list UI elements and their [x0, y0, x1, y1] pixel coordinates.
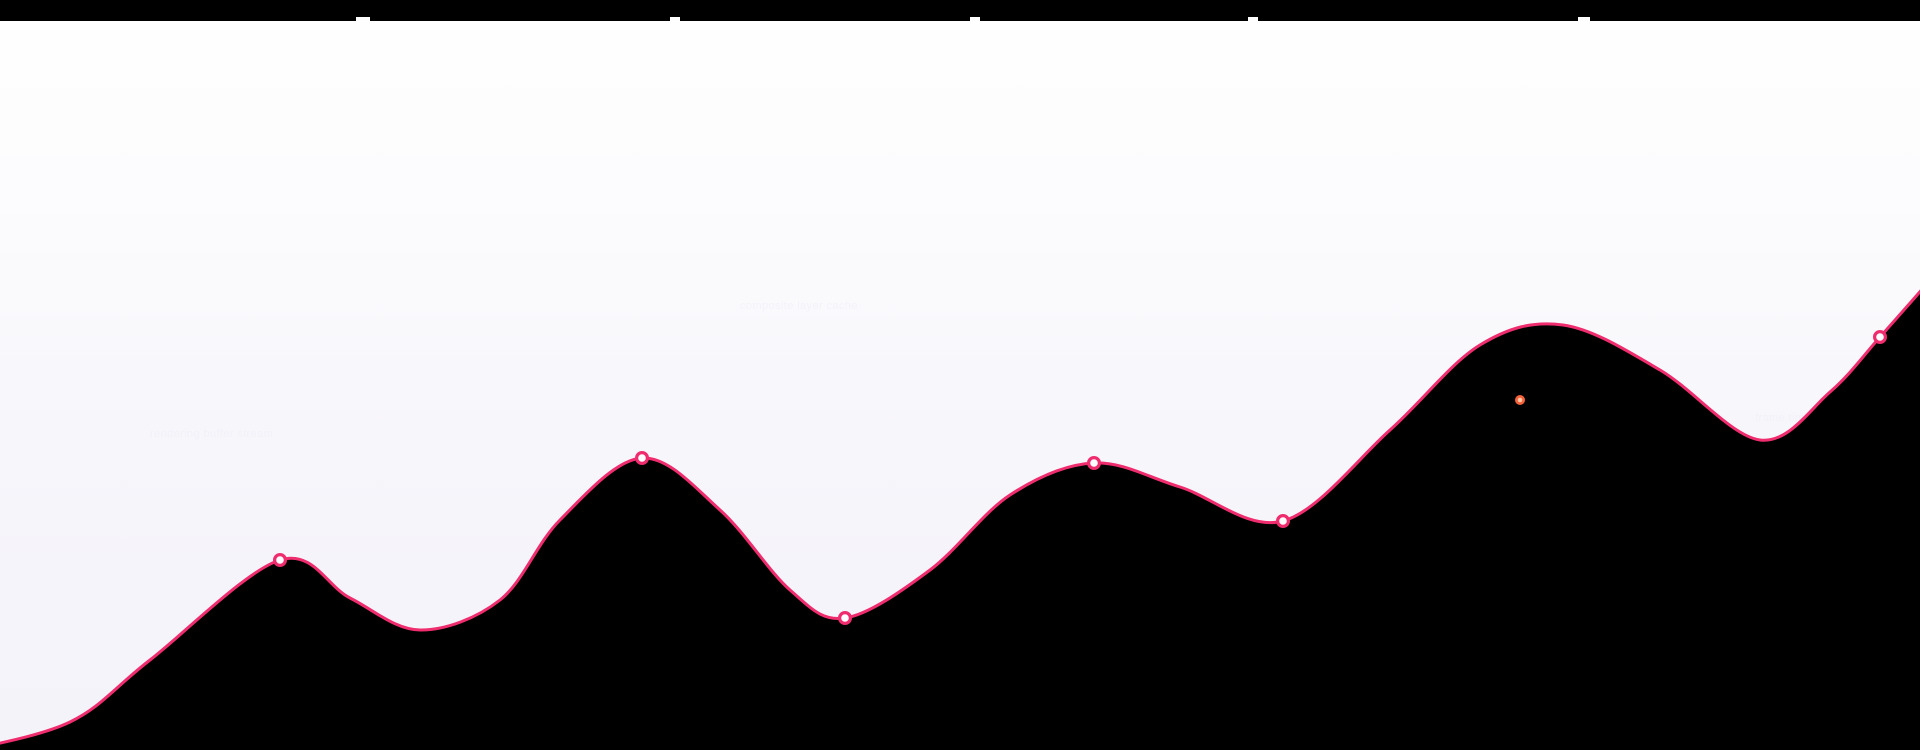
- wave-line-stroke: [0, 289, 1920, 745]
- marker-ring-icon: [634, 451, 649, 466]
- top-bar-notch: [56, 16, 356, 21]
- accent-dot-core-icon: [1517, 397, 1523, 403]
- accent-dot-layer[interactable]: [1515, 395, 1525, 405]
- top-bar-notch: [1258, 16, 1578, 21]
- marker-ring-icon: [273, 552, 288, 567]
- data-point-marker[interactable]: [1872, 330, 1887, 345]
- top-bar-notch: [1590, 16, 1920, 21]
- marker-ring-icon: [1086, 456, 1101, 471]
- data-point-marker[interactable]: [273, 552, 288, 567]
- accent-dot[interactable]: [1515, 395, 1525, 405]
- data-point-marker[interactable]: [1275, 513, 1290, 528]
- top-bar-notch: [0, 16, 56, 21]
- ghost-text-fragment: composite layer cache: [740, 300, 858, 312]
- marker-ring-icon: [837, 610, 852, 625]
- data-point-marker-layer[interactable]: [273, 330, 1887, 625]
- data-point-marker[interactable]: [1086, 456, 1101, 471]
- top-edge-bar: [0, 0, 1920, 21]
- top-bar-notch: [370, 16, 670, 21]
- ghost-text-fragment: rendering buffer stream: [150, 428, 274, 440]
- top-bar-notch: [980, 16, 1248, 21]
- marker-ring-icon: [1275, 513, 1290, 528]
- data-point-marker[interactable]: [634, 451, 649, 466]
- marker-ring-icon: [1872, 330, 1887, 345]
- top-bar-notch: [680, 16, 970, 21]
- data-point-marker[interactable]: [837, 610, 852, 625]
- wave-area-fill: [0, 291, 1920, 750]
